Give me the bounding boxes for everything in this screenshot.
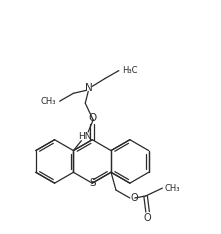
Text: O: O <box>88 113 96 123</box>
Text: S: S <box>89 178 95 188</box>
Text: N: N <box>85 83 93 93</box>
Text: CH₃: CH₃ <box>164 184 180 193</box>
Text: H₃C: H₃C <box>122 66 137 75</box>
Text: HN: HN <box>78 132 92 141</box>
Text: O: O <box>144 213 151 223</box>
Text: O: O <box>131 193 139 203</box>
Text: CH₃: CH₃ <box>41 97 57 106</box>
